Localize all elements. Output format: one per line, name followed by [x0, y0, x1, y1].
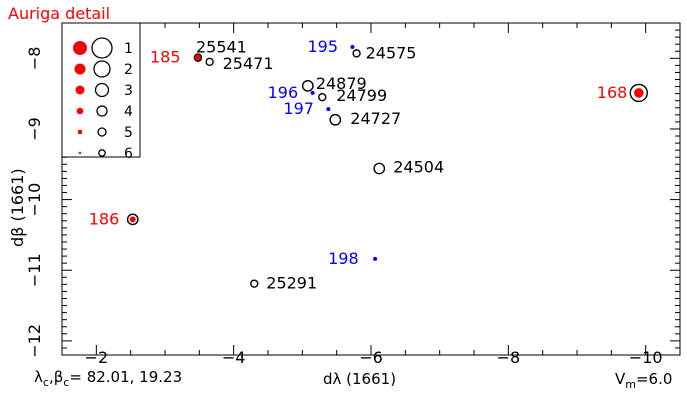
x-tick-label: −6 [359, 348, 383, 367]
legend-red-marker [77, 129, 83, 135]
black-open-point [629, 83, 648, 103]
legend-red-marker [75, 85, 85, 95]
legend-label: 1 [124, 41, 133, 57]
legend-black-marker [98, 149, 106, 157]
black-open-label: 25471 [223, 54, 274, 73]
x-axis-label: dλ (1661) [323, 370, 397, 388]
red-filled-point [194, 54, 201, 61]
red-filled-point [129, 216, 136, 223]
legend-black-marker [96, 105, 108, 117]
blue-filled-point [326, 107, 331, 112]
black-open-point [373, 162, 386, 175]
footer-coordinates: λc,βc= 82.01, 19.23 [34, 368, 183, 389]
y-tick-label: −11 [25, 253, 44, 287]
legend-label: 4 [124, 104, 133, 120]
black-open-label: 24504 [393, 158, 444, 177]
black-open-label: 25291 [266, 274, 317, 293]
legend-black-marker [93, 60, 111, 78]
blue-filled-label: 196 [268, 83, 299, 102]
blue-filled-label: 198 [328, 249, 359, 268]
black-open-point [205, 57, 214, 67]
legend-label: 2 [124, 62, 133, 78]
red-filled-label: 185 [150, 48, 181, 67]
x-tick-label: −8 [497, 348, 521, 367]
black-open-point [329, 113, 342, 126]
black-open-point [352, 49, 361, 58]
legend-red-marker [78, 151, 82, 155]
blue-filled-point [373, 256, 378, 261]
black-open-label: 25541 [196, 38, 247, 57]
black-open-point [250, 279, 259, 288]
black-open-label: 24879 [316, 74, 367, 93]
y-axis-label: dβ (1661) [8, 168, 27, 247]
magnitude-limit: Vm=6.0 [615, 370, 673, 391]
red-filled-label: 186 [89, 209, 120, 228]
black-open-label: 24575 [366, 43, 417, 62]
legend-red-marker [74, 63, 86, 75]
x-tick-label: −2 [85, 348, 109, 367]
y-tick-label: −10 [25, 183, 44, 217]
legend-red-marker [73, 41, 87, 55]
x-tick-label: −10 [629, 348, 663, 367]
chart-title: Auriga detail [8, 4, 111, 23]
blue-filled-label: 195 [307, 37, 338, 56]
legend-black-marker [97, 127, 107, 137]
red-filled-point [634, 88, 644, 98]
legend-black-marker [91, 37, 113, 59]
legend-label: 6 [124, 146, 133, 162]
y-tick-label: −12 [25, 324, 44, 358]
black-open-point [301, 79, 314, 92]
black-open-point [193, 53, 203, 62]
plot-frame [61, 22, 681, 356]
x-tick-label: −4 [222, 348, 246, 367]
black-open-label: 24799 [336, 86, 387, 105]
legend-label: 5 [124, 125, 133, 141]
black-open-label: 24727 [350, 109, 401, 128]
blue-filled-label: 197 [283, 99, 314, 118]
legend-black-marker [94, 82, 110, 98]
legend-red-marker [76, 107, 84, 115]
blue-filled-point [350, 45, 355, 50]
black-open-point [318, 92, 327, 102]
y-tick-label: −9 [25, 117, 44, 141]
black-open-point [126, 213, 139, 226]
legend-label: 3 [124, 83, 133, 99]
red-filled-label: 168 [597, 83, 628, 102]
blue-filled-point [310, 90, 315, 95]
y-tick-label: −8 [25, 47, 44, 71]
